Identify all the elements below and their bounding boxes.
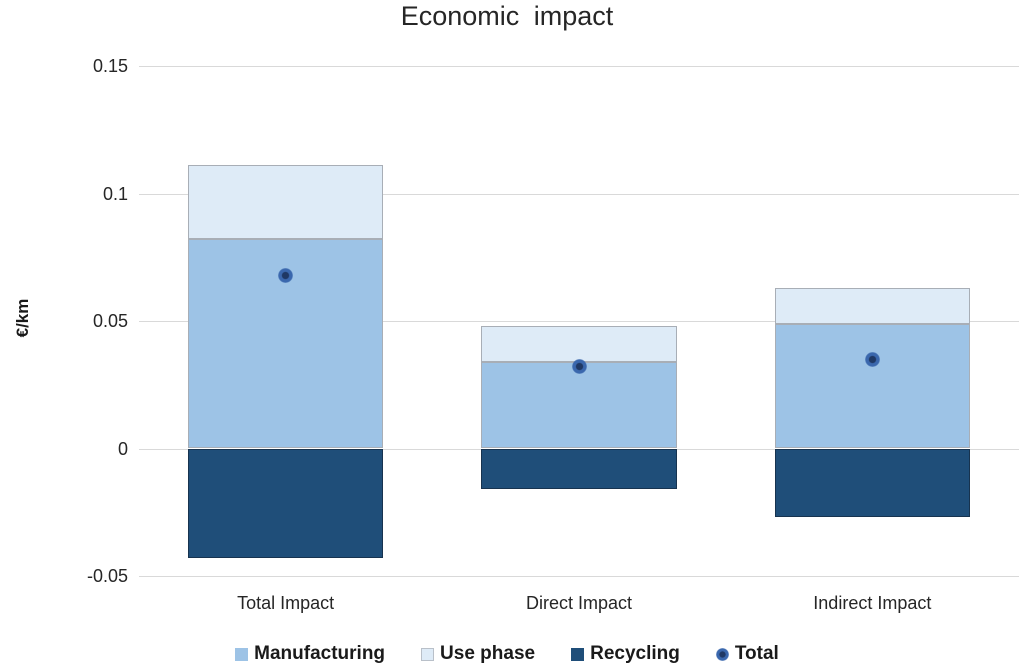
recycling-swatch-icon <box>571 647 585 661</box>
bar-segment-recycling <box>481 448 677 490</box>
gridline <box>139 66 1019 67</box>
bar-segment-use-phase <box>774 287 971 324</box>
bar-segment-recycling <box>774 448 971 518</box>
bar-segment-manufacturing <box>774 323 971 449</box>
legend-label-use-phase: Use phase <box>440 643 536 664</box>
total-marker <box>571 359 587 375</box>
gridline <box>139 193 1019 195</box>
manufacturing-swatch-icon <box>235 647 249 661</box>
category-label: Total Impact <box>237 593 335 613</box>
total-marker-icon <box>715 647 729 661</box>
category-label: Direct Impact <box>525 593 633 613</box>
total-marker <box>864 351 880 367</box>
y-tick-label: 0.1 <box>102 183 128 204</box>
category-label: Indirect Impact <box>813 593 932 613</box>
y-tick-label: 0.05 <box>92 311 128 331</box>
bar-segment-manufacturing <box>481 361 677 449</box>
use-phase-swatch-icon <box>421 647 435 661</box>
legend-label-recycling: Recycling <box>590 643 680 664</box>
legend-label-manufacturing: Manufacturing <box>254 643 386 664</box>
gridline <box>139 321 1019 322</box>
gridline <box>139 576 1019 577</box>
legend-item-total: Total <box>715 643 779 665</box>
legend-label-total: Total <box>734 643 779 664</box>
plot-area <box>139 66 1019 577</box>
y-tick-label: 0.15 <box>92 56 128 76</box>
bar-segment-use-phase <box>187 165 384 240</box>
y-tick-label: -0.05 <box>86 566 128 586</box>
legend-item-recycling: Recycling <box>571 643 680 665</box>
total-marker <box>278 267 294 283</box>
chart-title: Economic impact <box>400 1 614 31</box>
y-axis-title: €/km <box>13 298 32 338</box>
bar-segment-recycling <box>187 448 384 559</box>
legend-item-use-phase: Use phase <box>421 643 535 665</box>
bar-segment-use-phase <box>481 326 677 362</box>
legend: Manufacturing Use phase Recycling Total <box>0 643 1014 665</box>
y-tick-label: 0 <box>117 438 128 459</box>
legend-item-manufacturing: Manufacturing <box>235 643 385 665</box>
